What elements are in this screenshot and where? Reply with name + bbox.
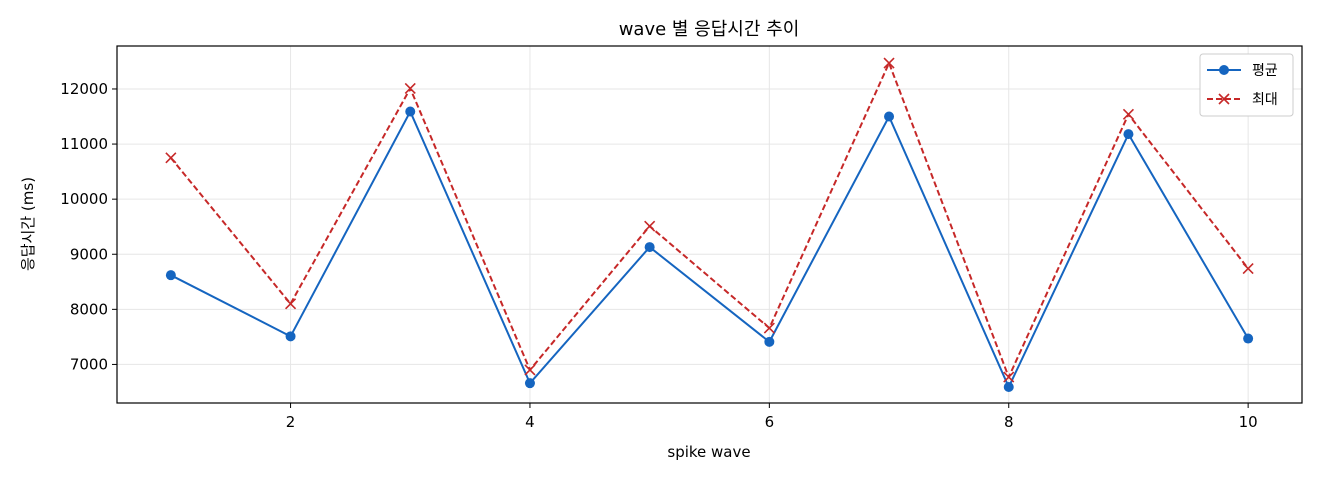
x-axis-label: spike wave: [667, 443, 750, 461]
series-2-point: [644, 220, 656, 232]
series-1-point: [165, 270, 176, 281]
legend: 평균 최대: [1199, 53, 1294, 117]
y-tick-label: 8000: [70, 300, 108, 318]
series-1-point: [1003, 382, 1014, 393]
series-2-point: [404, 82, 416, 94]
x-tick-label: 4: [525, 413, 535, 431]
grid-lines: [117, 46, 1302, 403]
series-1-point: [1243, 333, 1254, 344]
legend-label-avg: 평균: [1252, 63, 1278, 79]
series-line-2: [170, 62, 1249, 379]
series-1-point: [405, 106, 416, 117]
legend-label-max: 최대: [1252, 92, 1278, 108]
y-tick-label: 10000: [60, 190, 108, 208]
series-2-point: [165, 152, 177, 164]
x-tick-label: 10: [1239, 413, 1258, 431]
x-tick-label: 8: [1004, 413, 1014, 431]
series-1-point: [285, 331, 296, 342]
series-1-point: [644, 242, 655, 253]
series-line-1: [170, 110, 1249, 389]
series-2-point: [1242, 263, 1254, 275]
series-layer: [165, 57, 1254, 393]
legend-box: [1199, 53, 1294, 117]
y-tick-label: 9000: [70, 245, 108, 263]
series-1-point: [884, 111, 895, 122]
series-2-point: [524, 364, 536, 376]
axis-ticks: 2 4 6 8 10 7000 8000 9000 10000 11000 12000: [60, 80, 1257, 431]
x-tick-label: 6: [765, 413, 775, 431]
legend-marker-max: [1218, 93, 1230, 105]
legend-marker-avg: [1219, 65, 1229, 75]
series-1-point: [524, 378, 535, 389]
series-2-point: [763, 322, 775, 334]
series-2-point: [1122, 108, 1135, 120]
chart-title: wave 별 응답시간 추이: [619, 19, 800, 40]
x-tick-label: 2: [286, 413, 296, 431]
plot-frame: [116, 45, 1303, 404]
y-tick-label: 11000: [60, 135, 108, 153]
series-1-point: [764, 336, 775, 347]
y-tick-label: 12000: [60, 80, 108, 98]
series-2-point: [284, 298, 297, 310]
y-axis-label: 응답시간 (ms): [19, 177, 37, 271]
series-2-point: [1003, 371, 1015, 383]
series-2-point: [883, 57, 895, 69]
y-tick-label: 7000: [70, 355, 108, 373]
series-1-point: [1123, 129, 1134, 140]
